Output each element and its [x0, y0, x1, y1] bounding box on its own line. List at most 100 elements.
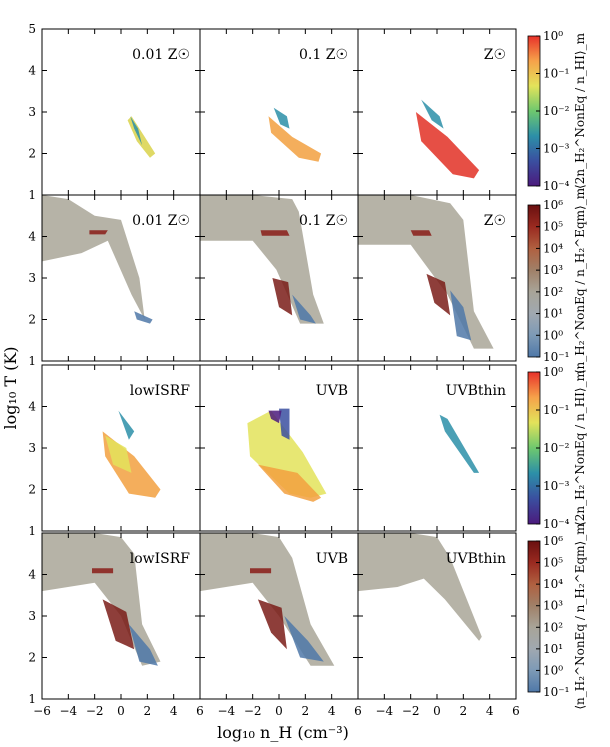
region-r3-c1-3 [284, 616, 324, 662]
panel-label-r2-c1: UVB [316, 383, 348, 399]
colorbar-tick-label: 10³ [543, 263, 563, 277]
y-tick-label: 5 [28, 22, 36, 36]
region-r3-c1-0 [200, 533, 335, 666]
panel-label-r1-c1: 0.1 Z☉ [299, 213, 348, 229]
colorbar-label-0: ⟨2n_H₂^NonEq / n_HI⟩_m [573, 32, 587, 189]
colorbar-tick-label: 10⁶ [543, 534, 563, 548]
x-tick-label: 6 [196, 704, 204, 718]
colorbar-tick-label: 10⁰ [543, 663, 563, 677]
panel-label-r2-c2: UVBthin [446, 383, 506, 399]
x-tick-label: 4 [328, 704, 336, 718]
y-tick-label: 2 [28, 147, 36, 161]
colorbar-tick-label: 10⁻² [543, 441, 570, 455]
panel-r0-c1: 0.1 Z☉ [199, 28, 359, 196]
y-tick-label: 2 [28, 313, 36, 327]
colorbar-tick-label: 10⁶ [543, 198, 563, 212]
region-r1-c2-0 [358, 195, 494, 349]
panel-label-r3-c0: lowISRF [130, 551, 191, 567]
region-r1-c1-0 [200, 195, 324, 324]
panel-label-r1-c2: Z☉ [484, 213, 506, 229]
colorbar-label-2: ⟨2n_H₂^NonEq / n_HI⟩_m [573, 369, 587, 526]
panel-r2-c2: UVBthin [357, 364, 517, 532]
x-tick-label: 0 [117, 704, 125, 718]
region-r3-c0-0 [42, 533, 161, 666]
x-tick-label: 2 [144, 704, 152, 718]
y-axis-label: log₁₀ T (K) [1, 346, 20, 429]
panel-label-r3-c1: UVB [316, 551, 348, 567]
panel-r3-c1: UVB −4 −2 0 2 4 6 [199, 532, 362, 718]
y-tick-label: 4 [28, 568, 36, 582]
x-tick-label: −4 [375, 704, 393, 718]
panel-label-r1-c0: 0.01 Z☉ [132, 213, 190, 229]
panel-r3-c2: UVBthin −4 −2 0 2 4 6 [357, 532, 520, 718]
region-r0-c0-0 [127, 116, 156, 158]
region-r1-c0-0 [42, 195, 145, 320]
colorbar-tick-label: 10⁰ [543, 328, 563, 342]
region-r1-c0-2 [134, 311, 153, 324]
y-tick-label: 1 [28, 354, 36, 368]
colorbar-tick-label: 10⁻¹ [543, 403, 569, 417]
colorbar-label-3: ⟨n_H₂^NonEq / n_H₂^Eqm⟩_m [573, 523, 587, 710]
region-r1-c2-1 [410, 230, 432, 236]
colorbar-tick-label: 10⁻² [543, 104, 570, 118]
panel-label-r0-c1: 0.1 Z☉ [299, 47, 348, 63]
panel-label-r0-c2: Z☉ [484, 47, 506, 63]
region-r0-c1-1 [273, 107, 290, 129]
colorbar-tick-label: 10³ [543, 599, 563, 613]
region-r3-c0-3 [128, 624, 158, 666]
panel-label-r3-c2: UVBthin [446, 551, 506, 567]
colorbar-1: 10⁶ 10⁵ 10⁴ 10³ 10² 10¹ 10⁰ 10⁻¹ ⟨n_H₂^NonEq / n… [527, 187, 587, 374]
colorbar-tick-label: 10⁻¹ [543, 350, 569, 364]
colorbar-tick-label: 10⁻⁴ [543, 179, 570, 193]
x-axis-label: log₁₀ n_H (cm⁻³) [217, 723, 349, 742]
panel-r1-c0: 0.01 Z☉ 1 2 3 4 [28, 194, 201, 368]
region-r3-c0-2 [102, 599, 135, 650]
colorbar-tick-label: 10⁻³ [543, 479, 570, 493]
colorbar-gradient-1 [527, 204, 541, 358]
y-tick-label: 4 [28, 64, 36, 78]
region-r3-c1-2 [257, 599, 287, 650]
region-r2-c1-0 [247, 410, 327, 498]
y-tick-label: 3 [28, 271, 36, 285]
colorbar-2: 10⁰ 10⁻¹ 10⁻² 10⁻³ 10⁻⁴ ⟨2n_H₂^NonEq / n_HI⟩_… [527, 365, 587, 531]
panel-r0-c2: Z☉ [357, 28, 517, 196]
x-tick-label: 6 [512, 704, 520, 718]
region-r1-c2-2 [426, 273, 451, 316]
region-r0-c0-1 [130, 116, 143, 146]
x-tick-label: 2 [302, 704, 310, 718]
x-tick-label: 4 [486, 704, 494, 718]
colorbar-tick-label: 10² [543, 620, 563, 634]
region-r2-c1-3 [268, 410, 282, 424]
panel-r3-c0: lowISRF 1 2 3 4 −6 −4 −2 0 2 4 6 [28, 532, 204, 718]
y-tick-label: 1 [28, 524, 36, 538]
region-r3-c0-1 [92, 568, 114, 574]
colorbar-tick-label: 10² [543, 285, 563, 299]
region-r3-c2-0 [358, 533, 482, 641]
x-tick-label: −6 [33, 704, 51, 718]
region-r1-c2-3 [450, 290, 472, 341]
colorbar-tick-label: 10⁻¹ [543, 685, 569, 699]
region-r0-c2-0 [415, 112, 480, 179]
region-r2-c1-2 [279, 408, 290, 440]
region-r1-c1-3 [292, 294, 316, 324]
y-tick-label: 3 [28, 609, 36, 623]
x-tick-label: −4 [217, 704, 235, 718]
colorbar-0: 10⁰ 10⁻¹ 10⁻² 10⁻³ 10⁻⁴ ⟨2n_H₂^NonEq / n_HI⟩_… [527, 29, 587, 193]
region-r0-c1-0 [268, 116, 322, 162]
y-tick-label: 1 [28, 188, 36, 202]
y-tick-label: 3 [28, 105, 36, 119]
x-tick-label: 4 [170, 704, 178, 718]
panel-r2-c0: lowISRF 1 2 3 4 [28, 364, 201, 538]
colorbar-tick-label: 10⁰ [543, 29, 563, 43]
colorbar-tick-label: 10⁵ [543, 556, 563, 570]
colorbar-3: 10⁶ 10⁵ 10⁴ 10³ 10² 10¹ 10⁰ 10⁻¹ ⟨n_H₂^NonEq / n… [527, 523, 587, 710]
x-tick-label: 6 [354, 704, 362, 718]
colorbar-gradient-3 [527, 540, 541, 693]
colorbar-tick-label: 10⁴ [543, 577, 563, 591]
x-tick-label: 0 [433, 704, 441, 718]
x-tick-label: 2 [460, 704, 468, 718]
panel-label-r0-c0: 0.01 Z☉ [132, 47, 190, 63]
panel-r0-c0: 0.01 Z☉ 1 2 3 4 5 [28, 22, 201, 202]
y-tick-label: 4 [28, 230, 36, 244]
region-r0-c2-1 [421, 99, 444, 129]
